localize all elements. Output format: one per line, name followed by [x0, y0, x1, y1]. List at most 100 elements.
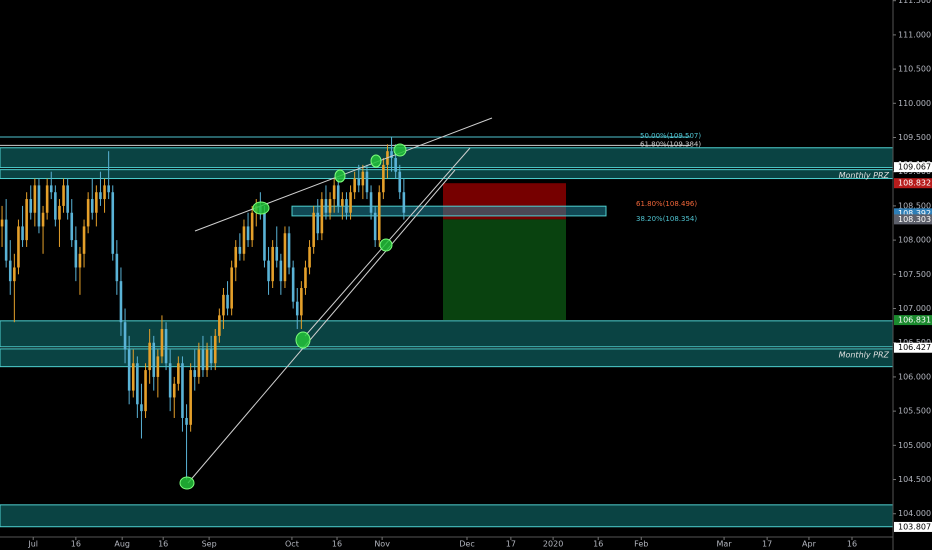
zone	[0, 320, 894, 348]
candle-body	[95, 192, 98, 213]
price-tag-label: 108.832	[898, 179, 931, 188]
y-tick-label: 111.500	[898, 0, 931, 5]
candle-body	[29, 199, 33, 213]
x-tick-label: Jul	[27, 540, 38, 549]
candle-body	[312, 212, 315, 247]
x-tick-label: Mar	[717, 540, 733, 549]
y-tick-label: 110.000	[898, 99, 931, 108]
y-tick-label: 111.000	[898, 30, 931, 39]
candle-body	[99, 192, 102, 200]
candle-body	[168, 363, 172, 398]
candle-body	[287, 233, 291, 268]
candle-body	[291, 267, 295, 302]
candle-body	[103, 185, 106, 200]
candle-body	[390, 151, 393, 159]
candle-body	[345, 199, 348, 213]
candle-body	[230, 267, 233, 309]
candle-body	[70, 212, 74, 241]
candle-body	[209, 349, 213, 364]
zone-label: Monthly PRZ	[839, 171, 890, 180]
candle-body	[300, 287, 303, 316]
candle-body	[279, 260, 283, 282]
candle-body	[58, 205, 61, 220]
candle-body	[369, 192, 373, 213]
candle-body	[37, 185, 41, 227]
price-tag-label: 108.392	[898, 209, 931, 218]
pivot-marker	[370, 154, 382, 168]
candle-body	[242, 226, 246, 254]
candle-body	[115, 253, 119, 282]
y-tick-label: 105.000	[898, 441, 931, 450]
candle-body	[336, 185, 340, 206]
candle-body	[78, 253, 82, 268]
candle-body	[275, 246, 279, 261]
candle-body	[49, 185, 53, 193]
price-tag	[894, 208, 932, 219]
candle-body	[8, 260, 12, 282]
y-tick-label: 107.000	[898, 304, 931, 313]
candle-body	[148, 342, 151, 371]
candle-body	[0, 219, 4, 227]
price-tag	[894, 342, 932, 353]
price-tag	[894, 521, 932, 532]
candle-body	[107, 185, 110, 193]
candle-body	[283, 233, 287, 282]
candle-body	[144, 370, 147, 412]
candle-body	[377, 192, 381, 241]
candle-body	[238, 246, 242, 254]
candle-body	[320, 199, 324, 234]
x-tick-label: 16	[847, 540, 857, 549]
candle-body	[185, 417, 188, 425]
y-tick-label: 104.500	[898, 475, 931, 484]
x-tick-label: 16	[332, 540, 342, 549]
candle-body	[17, 226, 20, 268]
candle-body	[41, 212, 45, 227]
candle-body	[33, 185, 37, 213]
candle-body	[197, 349, 201, 377]
pivot-marker	[295, 331, 311, 349]
candle-body	[357, 178, 361, 186]
y-tick-label: 105.500	[898, 407, 931, 416]
candle-body	[250, 212, 254, 241]
candle-body	[349, 192, 352, 213]
candle-body	[90, 199, 94, 213]
candle-body	[213, 335, 217, 364]
candle-body	[295, 301, 299, 316]
candle-body	[140, 404, 143, 412]
price-tag-label: 103.807	[898, 522, 931, 531]
candle-body	[111, 192, 115, 254]
candle-body	[160, 329, 164, 357]
fib-label: 61.80%(109.384)	[640, 140, 701, 148]
candle-body	[62, 185, 65, 206]
x-tick-label: 17	[762, 540, 772, 549]
price-tag	[894, 214, 932, 225]
candle-body	[54, 192, 57, 220]
zone	[0, 504, 894, 528]
x-tick-label: Nov	[374, 540, 390, 549]
candle-body	[394, 158, 397, 172]
fib-box	[291, 205, 607, 217]
x-tick-label: Sep	[202, 540, 217, 549]
candle-body	[189, 370, 192, 425]
y-tick-label: 104.000	[898, 509, 931, 518]
pivot-marker	[379, 238, 393, 252]
x-tick-label: 16	[71, 540, 81, 549]
candle-body	[271, 246, 274, 282]
candle-body	[226, 294, 229, 309]
zone-label: Monthly PRZ	[839, 350, 890, 359]
y-tick-label: 108.500	[898, 201, 931, 210]
trendline	[187, 169, 456, 484]
pivot-marker	[252, 201, 270, 215]
candle-body	[382, 164, 385, 193]
candle-body	[328, 199, 332, 213]
candle-body	[127, 349, 131, 391]
candle-body	[402, 192, 406, 213]
candle-body	[373, 212, 377, 241]
candle-body	[21, 226, 24, 241]
candle-body	[177, 363, 180, 384]
pivot-markers	[179, 143, 407, 490]
price-tag-label: 109.067	[898, 163, 931, 172]
y-tick-label: 106.000	[898, 372, 931, 381]
fib-label: 38.20%(108.354)	[636, 215, 697, 223]
